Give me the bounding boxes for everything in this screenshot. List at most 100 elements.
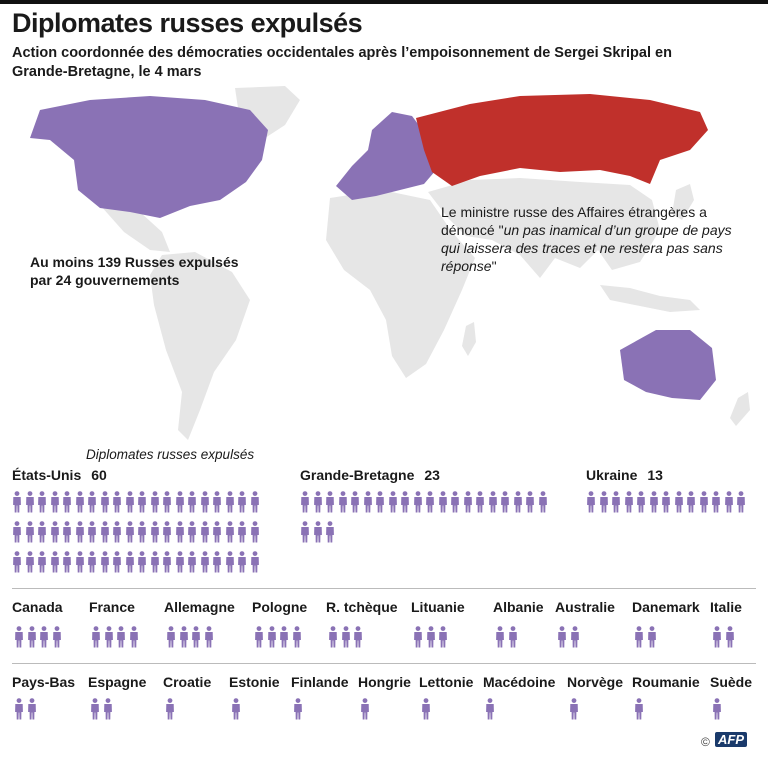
separator [12, 663, 756, 664]
person-icon [538, 491, 548, 513]
person-icon [325, 491, 335, 513]
copyright-symbol: © [701, 735, 710, 749]
person-icon [62, 491, 72, 513]
country-name: Finlande [291, 674, 349, 690]
person-icon [100, 521, 110, 543]
expelled-count: 23 [424, 467, 440, 483]
person-icon [91, 626, 101, 648]
map-russia [416, 94, 708, 186]
person-icon [225, 521, 235, 543]
person-icon [360, 698, 370, 720]
person-icon [125, 521, 135, 543]
person-icon [165, 698, 175, 720]
person-icon [500, 491, 510, 513]
person-icon [350, 491, 360, 513]
country-name: Roumanie [632, 674, 700, 690]
person-icon [150, 521, 160, 543]
map-asia [428, 178, 660, 278]
person-icon [513, 491, 523, 513]
country-label: États-Unis 60 [12, 467, 107, 483]
person-icon [599, 491, 609, 513]
person-icon [388, 491, 398, 513]
person-icon [495, 626, 505, 648]
person-icon [175, 491, 185, 513]
country-label: Lettonie [419, 674, 473, 690]
person-icon [37, 491, 47, 513]
country-name: Suède [710, 674, 753, 690]
country-label: Grande-Bretagne 23 [300, 467, 440, 483]
person-icon [611, 491, 621, 513]
person-icon [112, 521, 122, 543]
person-icon [191, 626, 201, 648]
person-icon [116, 626, 126, 648]
person-icon [212, 491, 222, 513]
country-label: Danemark [632, 599, 700, 615]
country-name: Albanie [493, 599, 544, 615]
map-south-america [150, 252, 250, 440]
country-label: Canada [12, 599, 63, 615]
person-icon [200, 491, 210, 513]
person-icon [292, 626, 302, 648]
person-icon [137, 521, 147, 543]
person-icon [100, 491, 110, 513]
person-icon [400, 491, 410, 513]
person-icon [27, 626, 37, 648]
person-icon [27, 698, 37, 720]
person-icon [237, 491, 247, 513]
person-icon [50, 491, 60, 513]
person-icon [485, 698, 495, 720]
map-mexico [100, 205, 170, 252]
person-icon [162, 491, 172, 513]
map-indonesia [600, 285, 700, 312]
person-icon [175, 551, 185, 573]
country-name: Ukraine [586, 467, 638, 483]
separator [12, 588, 756, 589]
person-icon [649, 491, 659, 513]
person-icon [129, 626, 139, 648]
person-icon [267, 626, 277, 648]
person-icon [313, 521, 323, 543]
person-icon [187, 551, 197, 573]
person-icon [104, 626, 114, 648]
person-icon [212, 521, 222, 543]
person-icon [250, 521, 260, 543]
person-icon [52, 626, 62, 648]
person-icon [661, 491, 671, 513]
person-icon [75, 491, 85, 513]
person-icon [375, 491, 385, 513]
country-label: Ukraine 13 [586, 467, 663, 483]
top-bar [0, 0, 768, 4]
person-icon [674, 491, 684, 513]
person-icon [103, 698, 113, 720]
country-name: États-Unis [12, 467, 82, 483]
person-icon [12, 491, 22, 513]
person-icon [712, 698, 722, 720]
person-icon [438, 626, 448, 648]
person-icon [187, 521, 197, 543]
person-icon [90, 698, 100, 720]
country-label: Macédoine [483, 674, 555, 690]
country-name: Allemagne [164, 599, 235, 615]
country-label: Hongrie [358, 674, 411, 690]
map-europe [336, 112, 436, 200]
person-icon [313, 491, 323, 513]
person-icon [624, 491, 634, 513]
person-icon [237, 551, 247, 573]
world-map [30, 86, 750, 440]
map-note-expelled: Au moins 139 Russes expulsés par 24 gouv… [30, 254, 239, 288]
country-label: Suède [710, 674, 752, 690]
person-icon [421, 698, 431, 720]
country-name: Canada [12, 599, 63, 615]
person-icon [212, 551, 222, 573]
country-label: Espagne [88, 674, 146, 690]
person-icon [426, 626, 436, 648]
country-name: Danemark [632, 599, 700, 615]
person-icon [279, 626, 289, 648]
country-name: Italie [710, 599, 742, 615]
person-icon [300, 521, 310, 543]
country-label: Allemagne [164, 599, 235, 615]
person-icon [125, 491, 135, 513]
country-name: Lettonie [419, 674, 474, 690]
country-label: France [89, 599, 135, 615]
person-icon [634, 698, 644, 720]
